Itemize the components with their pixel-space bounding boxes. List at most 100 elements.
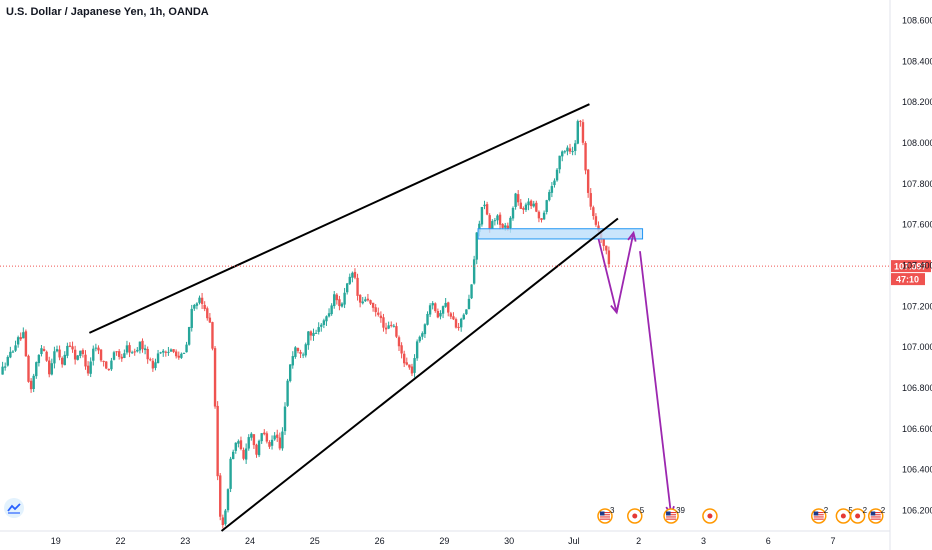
candle: [364, 296, 367, 302]
candle: [392, 323, 396, 328]
candle: [221, 514, 225, 529]
event-dot-icon[interactable]: 5: [627, 506, 645, 524]
chart-title: U.S. Dollar / Japanese Yen, 1h, OANDA: [6, 6, 209, 18]
drawings-layer[interactable]: [88, 103, 675, 532]
candle: [151, 357, 155, 372]
candle: [130, 350, 134, 354]
price-tick-label: 107.400: [902, 261, 932, 271]
candle: [532, 200, 535, 208]
candle: [421, 331, 424, 340]
candle: [511, 206, 515, 221]
candle: [213, 346, 217, 409]
candle: [208, 312, 212, 324]
us-event-icon[interactable]: 2: [867, 506, 886, 524]
candle: [40, 345, 43, 357]
candle: [566, 145, 569, 156]
candle: [97, 345, 100, 355]
candle: [379, 311, 383, 323]
support-zone-rectangle[interactable]: [477, 228, 644, 240]
lower-wedge-line[interactable]: [220, 217, 619, 532]
candle: [483, 200, 486, 210]
candle: [553, 178, 556, 188]
candle: [537, 210, 541, 223]
candle: [133, 348, 136, 356]
candle: [397, 335, 401, 351]
arrow-head: [627, 230, 637, 242]
candle: [60, 356, 64, 368]
candle: [146, 346, 149, 364]
candle: [496, 214, 499, 225]
us-event-icon[interactable]: 3: [597, 506, 615, 524]
candle: [423, 323, 427, 339]
candle: [159, 351, 162, 354]
candle: [296, 347, 300, 354]
candle: [48, 356, 51, 378]
price-tick-label: 106.200: [902, 506, 932, 516]
candle: [390, 321, 393, 328]
us-event-icon[interactable]: 39: [663, 506, 686, 524]
us-event-icon[interactable]: 2: [810, 506, 829, 524]
candle: [283, 402, 287, 435]
forecast-arrow-path[interactable]: [639, 251, 672, 515]
candle: [125, 340, 129, 355]
candle: [206, 306, 209, 321]
candle: [9, 346, 12, 359]
economic-events[interactable]: 3 5 39 2 5 2 2: [597, 506, 886, 524]
candle: [307, 330, 310, 350]
event-dot-icon[interactable]: [702, 508, 718, 524]
candle: [136, 347, 139, 353]
time-tick-label: 29: [439, 536, 449, 546]
candle: [73, 345, 77, 365]
event-count: 3: [610, 506, 615, 515]
candle: [470, 284, 473, 300]
candle: [234, 442, 237, 454]
candle: [14, 340, 17, 352]
candle: [374, 304, 377, 317]
time-axis[interactable]: 19 22 23 24 25 26 29 30 Jul 2 3 6 7: [51, 536, 836, 546]
candle: [459, 317, 463, 332]
candle: [281, 427, 284, 451]
price-tick-label: 108.200: [902, 97, 932, 107]
candle: [387, 321, 390, 330]
candle: [338, 295, 341, 311]
event-dot-icon[interactable]: 5: [835, 506, 853, 524]
candle: [395, 322, 398, 339]
candle: [558, 155, 561, 174]
candle: [605, 245, 608, 255]
candle: [413, 354, 416, 378]
candle: [141, 338, 144, 353]
candle: [454, 317, 458, 329]
candle: [110, 357, 113, 371]
candle: [112, 350, 116, 361]
candle: [117, 349, 121, 360]
tradingview-logo[interactable]: [4, 498, 24, 518]
candle: [211, 321, 214, 351]
candle: [418, 335, 421, 343]
candle: [410, 363, 414, 377]
candle: [24, 329, 28, 357]
candle: [276, 429, 279, 442]
candle: [462, 313, 465, 320]
candle: [548, 189, 551, 202]
candle: [19, 332, 22, 341]
candle: [402, 350, 406, 368]
candle: [260, 433, 263, 444]
price-tick-label: 106.400: [902, 465, 932, 475]
candle: [312, 328, 315, 341]
candle: [53, 346, 56, 369]
candle: [377, 307, 380, 317]
candle: [317, 322, 320, 335]
price-axis[interactable]: 108.600 108.400 108.200 108.000 107.800 107.6…: [902, 15, 932, 515]
event-dot-icon[interactable]: 2: [849, 506, 868, 524]
candle: [361, 296, 364, 305]
candle: [45, 350, 48, 362]
candle: [63, 351, 66, 366]
candle: [99, 348, 103, 363]
candle: [182, 352, 186, 355]
candle: [84, 350, 87, 370]
upper-wedge-line[interactable]: [88, 103, 590, 334]
candle: [237, 439, 240, 448]
candle: [107, 368, 111, 371]
arrow-head: [610, 303, 620, 315]
